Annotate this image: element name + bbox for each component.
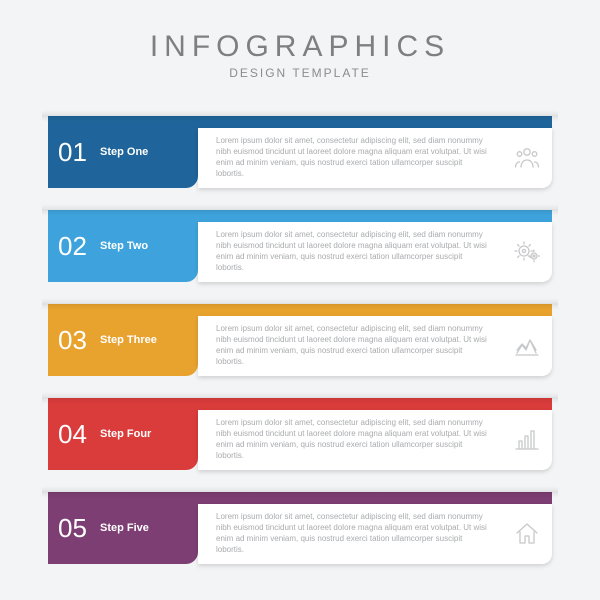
step-card: Lorem ipsum dolor sit amet, consectetur … [198,128,552,188]
header: INFOGRAPHICS DESIGN TEMPLATE [0,0,600,80]
step-card: Lorem ipsum dolor sit amet, consectetur … [198,410,552,470]
step-row: 04 Step Four Lorem ipsum dolor sit amet, c… [48,392,552,470]
tab-side: 04 Step Four [48,398,198,470]
step-number: 04 [58,419,92,450]
step-card: Lorem ipsum dolor sit amet, consectetur … [198,316,552,376]
mountain-chart-icon [502,333,552,359]
step-body-text: Lorem ipsum dolor sit amet, consectetur … [198,324,502,367]
page-title: INFOGRAPHICS [0,32,600,62]
people-icon [502,145,552,171]
step-number: 05 [58,513,92,544]
tab-side: 05 Step Five [48,492,198,564]
step-label: Step One [100,146,148,158]
step-row: 05 Step Five Lorem ipsum dolor sit amet, c… [48,486,552,564]
tab-side: 01 Step One [48,116,198,188]
tab-side: 03 Step Three [48,304,198,376]
step-card: Lorem ipsum dolor sit amet, consectetur … [198,222,552,282]
page-subtitle: DESIGN TEMPLATE [0,66,600,80]
steps-list: 01 Step One Lorem ipsum dolor sit amet, co… [48,110,552,580]
step-body-text: Lorem ipsum dolor sit amet, consectetur … [198,230,502,273]
step-label: Step Five [100,522,149,534]
bar-chart-icon [502,427,552,453]
infographic-canvas: INFOGRAPHICS DESIGN TEMPLATE 01 Step One L… [0,0,600,600]
step-number: 03 [58,325,92,356]
step-label: Step Three [100,334,157,346]
step-row: 01 Step One Lorem ipsum dolor sit amet, co… [48,110,552,188]
step-label: Step Two [100,240,148,252]
step-row: 03 Step Three Lorem ipsum dolor sit amet, … [48,298,552,376]
step-body-text: Lorem ipsum dolor sit amet, consectetur … [198,418,502,461]
gears-icon [502,239,552,265]
step-card: Lorem ipsum dolor sit amet, consectetur … [198,504,552,564]
step-body-text: Lorem ipsum dolor sit amet, consectetur … [198,512,502,555]
step-row: 02 Step Two Lorem ipsum dolor sit amet, co… [48,204,552,282]
home-icon [502,521,552,547]
step-body-text: Lorem ipsum dolor sit amet, consectetur … [198,136,502,179]
step-number: 01 [58,137,92,168]
step-label: Step Four [100,428,151,440]
step-number: 02 [58,231,92,262]
tab-side: 02 Step Two [48,210,198,282]
